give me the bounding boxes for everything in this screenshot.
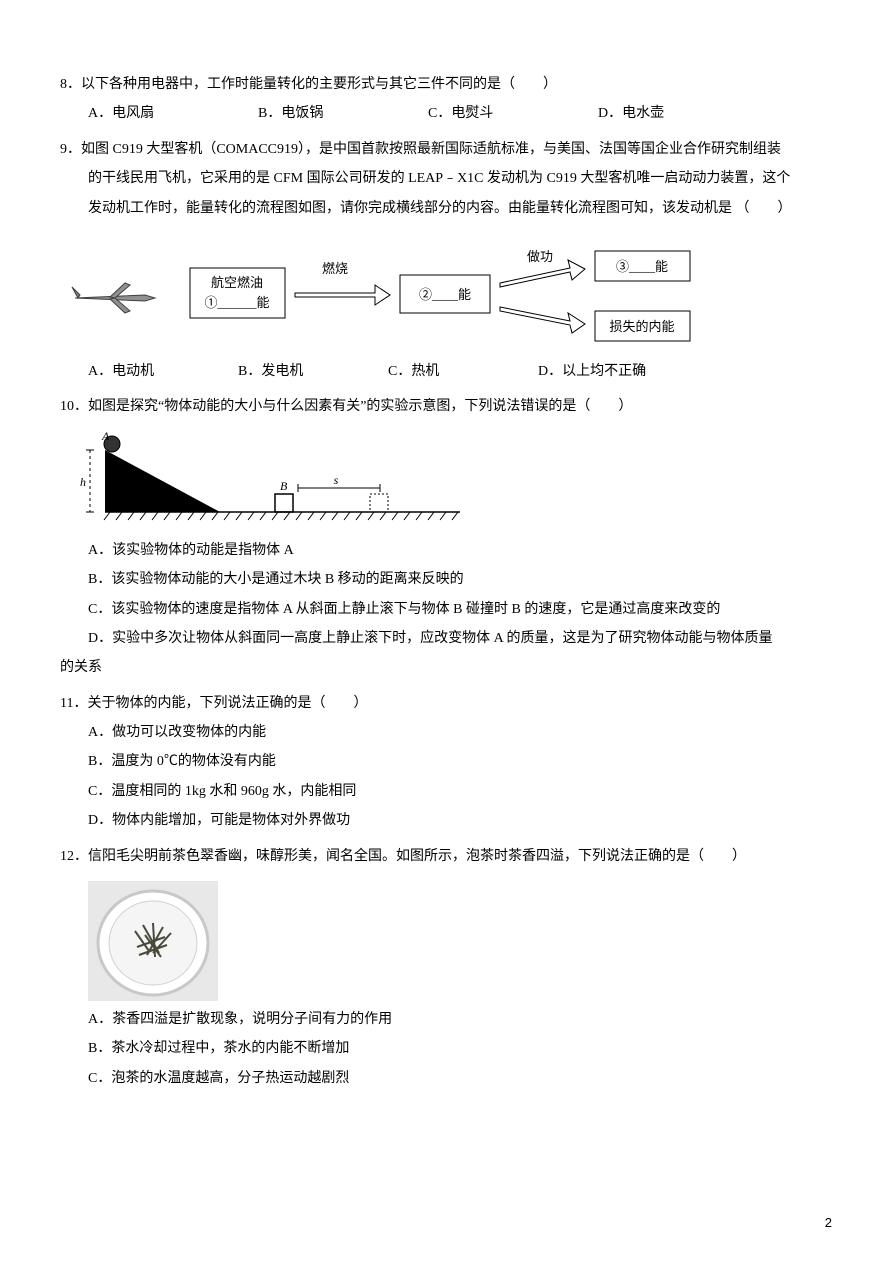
flow-box4: 损失的内能 (609, 319, 674, 334)
ramp-label-h: h (80, 475, 86, 489)
question-8: 8．以下各种用电器中，工作时能量转化的主要形式与其它三件不同的是（ ） A．电风… (60, 70, 832, 129)
q10-tail: 的关系 (60, 653, 832, 682)
q12-text: 信阳毛尖明前茶色翠香幽，味醇形美，闻名全国。如图所示，泡茶时茶香四溢，下列说法正… (88, 849, 746, 864)
q9-num: 9． (60, 142, 81, 157)
q9-opt-b: B．发电机 (238, 357, 388, 386)
q8-text: 以下各种用电器中，工作时能量转化的主要形式与其它三件不同的是（ ） (81, 77, 557, 92)
q9-text3: 发动机工作时，能量转化的流程图如图，请你完成横线部分的内容。由能量转化流程图可知… (60, 194, 832, 223)
q9-stem: 9．如图 C919 大型客机（COMACC919），是中国首款按照最新国际适航标… (60, 135, 832, 164)
q9-options: A．电动机 B．发电机 C．热机 D．以上均不正确 (60, 357, 832, 386)
flow-box1-top: 航空燃油 (211, 275, 263, 290)
q11-text: 关于物体的内能，下列说法正确的是（ ） (87, 696, 367, 711)
q9-opt-c: C．热机 (388, 357, 538, 386)
q9-text1: 如图 C919 大型客机（COMACC919），是中国首款按照最新国际适航标准，… (81, 142, 781, 157)
q10-ramp-diagram: h A (60, 432, 832, 532)
q9-flow-diagram: 航空燃油 ①______能 燃烧 ②____能 做功 ③____能 损失的内能 (60, 233, 832, 353)
flow-arrow2-label: 做功 (527, 249, 553, 264)
q8-opt-d: D．电水壶 (598, 99, 768, 128)
ramp-label-b: B (280, 479, 288, 493)
q11-opt-a: A．做功可以改变物体的内能 (60, 718, 832, 747)
question-9: 9．如图 C919 大型客机（COMACC919），是中国首款按照最新国际适航标… (60, 135, 832, 387)
ramp-label-s: s (334, 473, 339, 487)
q9-opt-a: A．电动机 (88, 357, 238, 386)
q10-text: 如图是探究“物体动能的大小与什么因素有关”的实验示意图，下列说法错误的是（ ） (88, 399, 632, 414)
q12-opt-a: A．茶香四溢是扩散现象，说明分子间有力的作用 (60, 1005, 832, 1034)
q11-opt-c: C．温度相同的 1kg 水和 960g 水，内能相同 (60, 777, 832, 806)
question-12: 12．信阳毛尖明前茶色翠香幽，味醇形美，闻名全国。如图所示，泡茶时茶香四溢，下列… (60, 842, 832, 1094)
q12-tea-image (60, 881, 832, 1001)
q10-num: 10． (60, 399, 88, 414)
q8-opt-c: C．电熨斗 (428, 99, 598, 128)
q11-stem: 11．关于物体的内能，下列说法正确的是（ ） (60, 689, 832, 718)
q11-opt-b: B．温度为 0℃的物体没有内能 (60, 747, 832, 776)
question-11: 11．关于物体的内能，下列说法正确的是（ ） A．做功可以改变物体的内能 B．温… (60, 689, 832, 836)
q12-opt-c: C．泡茶的水温度越高，分子热运动越剧烈 (60, 1064, 832, 1093)
flow-box3: ③____能 (616, 259, 668, 274)
q8-opt-a: A．电风扇 (88, 99, 258, 128)
q10-opt-c: C．该实验物体的速度是指物体 A 从斜面上静止滚下与物体 B 碰撞时 B 的速度… (60, 595, 832, 624)
ramp-label-a: A (101, 432, 110, 443)
question-10: 10．如图是探究“物体动能的大小与什么因素有关”的实验示意图，下列说法错误的是（… (60, 392, 832, 682)
page-number: 2 (825, 1209, 832, 1236)
q8-options: A．电风扇 B．电饭锅 C．电熨斗 D．电水壶 (60, 99, 832, 128)
flow-arrow1-label: 燃烧 (322, 261, 348, 276)
q10-opt-a: A．该实验物体的动能是指物体 A (60, 536, 832, 565)
q8-opt-b: B．电饭锅 (258, 99, 428, 128)
q10-stem: 10．如图是探究“物体动能的大小与什么因素有关”的实验示意图，下列说法错误的是（… (60, 392, 832, 421)
q9-text2: 的干线民用飞机，它采用的是 CFM 国际公司研发的 LEAP﹣X1C 发动机为 … (60, 164, 832, 193)
q12-stem: 12．信阳毛尖明前茶色翠香幽，味醇形美，闻名全国。如图所示，泡茶时茶香四溢，下列… (60, 842, 832, 871)
q10-opt-b: B．该实验物体动能的大小是通过木块 B 移动的距离来反映的 (60, 565, 832, 594)
flow-box2: ②____能 (419, 287, 471, 302)
q12-opt-b: B．茶水冷却过程中，茶水的内能不断增加 (60, 1034, 832, 1063)
airplane-icon (72, 283, 155, 313)
q8-num: 8． (60, 77, 81, 92)
q11-num: 11． (60, 696, 87, 711)
q8-stem: 8．以下各种用电器中，工作时能量转化的主要形式与其它三件不同的是（ ） (60, 70, 832, 99)
q9-opt-d: D．以上均不正确 (538, 357, 688, 386)
q12-num: 12． (60, 849, 88, 864)
q10-opt-d: D．实验中多次让物体从斜面同一高度上静止滚下时，应改变物体 A 的质量，这是为了… (60, 624, 832, 653)
q11-opt-d: D．物体内能增加，可能是物体对外界做功 (60, 806, 832, 835)
flow-box1-blank: ①______能 (204, 295, 269, 310)
